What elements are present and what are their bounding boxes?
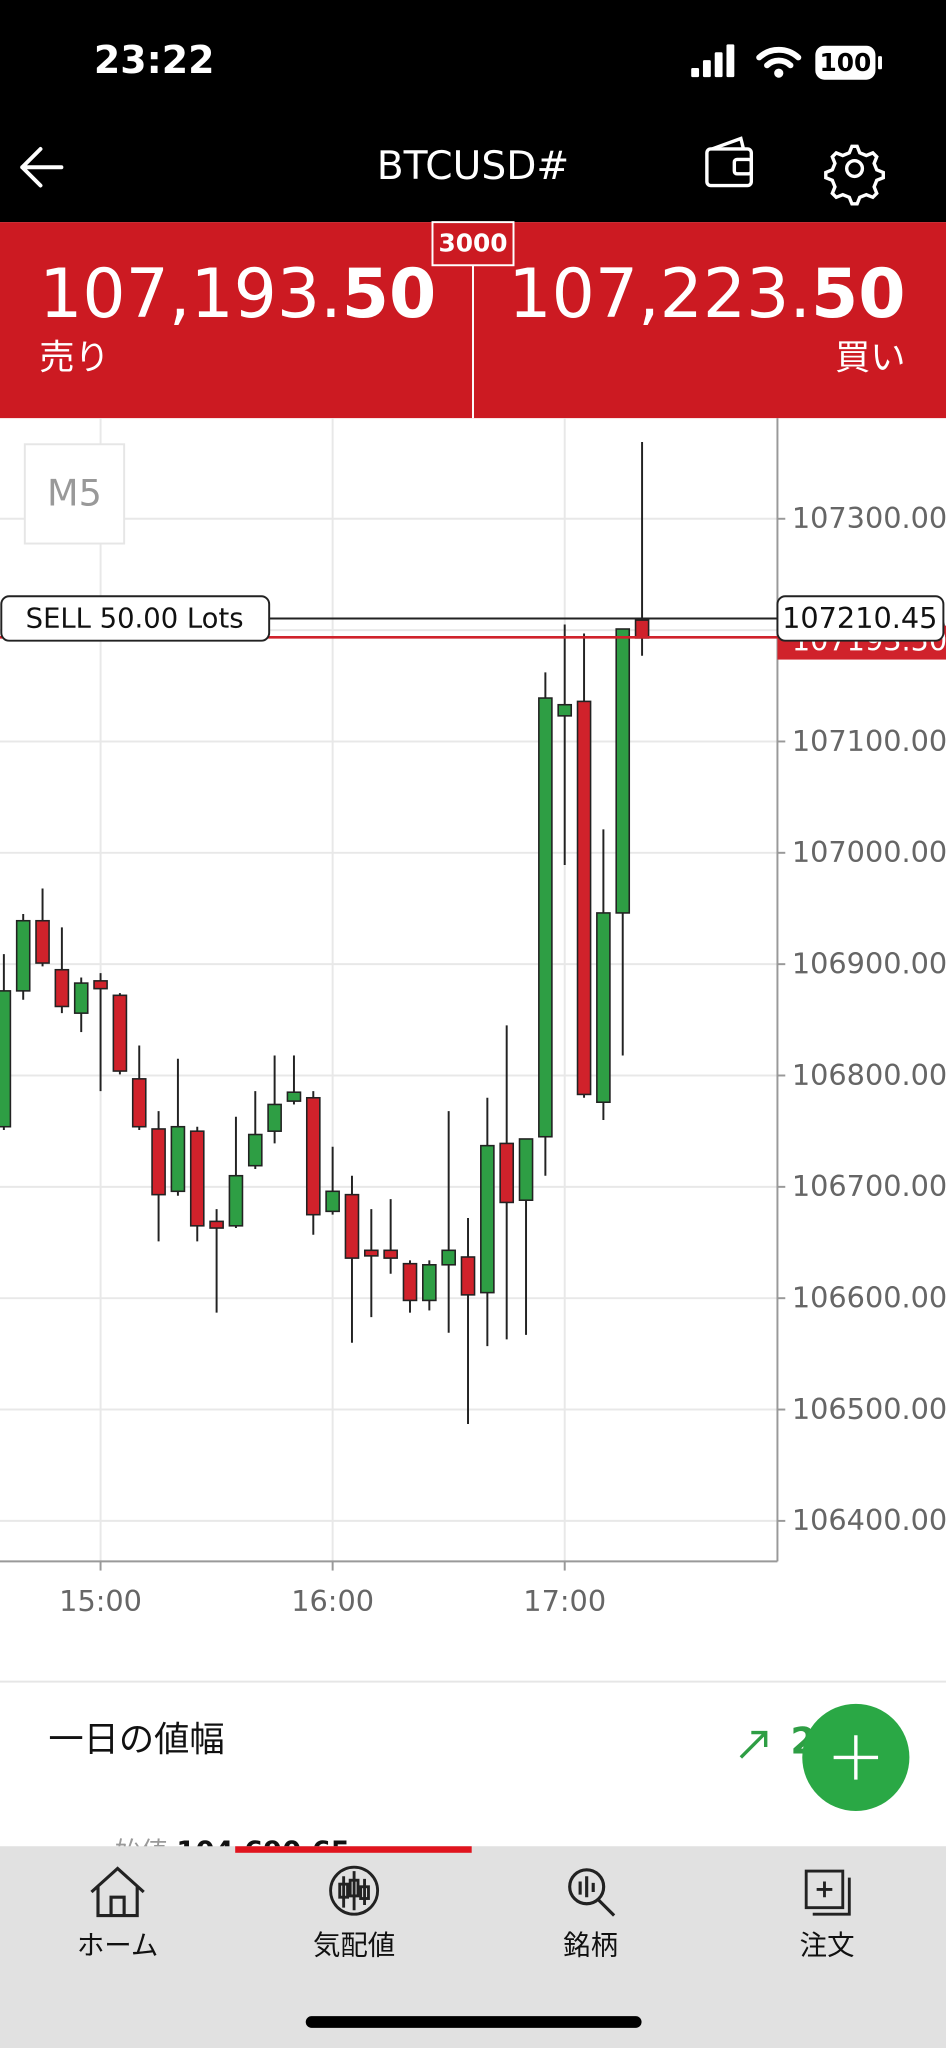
status-time: 23:22 <box>94 38 215 82</box>
candle-body <box>363 1249 379 1257</box>
candle-body <box>93 980 108 990</box>
ask-pips: 50 <box>811 254 906 333</box>
nav-bar <box>0 1846 946 2048</box>
candle-body <box>189 1130 205 1227</box>
candle-body <box>73 982 89 1014</box>
sell-line-price: 107210.45 <box>782 601 937 635</box>
wifi-icon <box>756 46 802 69</box>
y-tick-label: 107300.00 <box>792 501 946 535</box>
sell-line-tag: SELL 50.00 Lots <box>26 603 244 634</box>
nav-item[interactable]: ホーム <box>77 1930 158 1961</box>
candles <box>0 441 650 1425</box>
candle-body <box>344 1193 360 1259</box>
ask-main: 107,223. <box>508 254 811 333</box>
y-tick-label: 106600.00 <box>792 1280 946 1314</box>
nav-item[interactable]: 注文 <box>800 1930 855 1961</box>
y-tick-label: 107000.00 <box>792 835 946 869</box>
candle-body <box>557 703 573 717</box>
nav-order-icon <box>804 1869 851 1916</box>
y-tick-label: 106400.00 <box>792 1503 946 1537</box>
candle-body <box>422 1264 437 1302</box>
candle-body <box>518 1138 534 1201</box>
nav-quotes-icon <box>329 1865 380 1916</box>
candle-body <box>615 628 631 914</box>
y-tick-label: 106800.00 <box>792 1058 946 1092</box>
timeframe: M5 <box>47 472 102 515</box>
candle-body <box>634 619 650 639</box>
candle-body <box>267 1103 282 1132</box>
x-tick-label: 17:00 <box>523 1584 606 1618</box>
bid-main: 107,193. <box>39 254 342 333</box>
candle-body <box>441 1249 456 1266</box>
y-tick-label: 106700.00 <box>792 1169 946 1203</box>
candle-body <box>499 1142 515 1204</box>
candle-body <box>131 1078 147 1128</box>
wallet-button[interactable] <box>705 136 754 188</box>
wifi-dot <box>774 68 784 78</box>
battery-level: 100 <box>819 48 871 77</box>
candle-body <box>383 1249 398 1259</box>
candle-body <box>151 1128 166 1196</box>
bid-pips: 50 <box>342 254 437 333</box>
battery-icon <box>815 45 876 80</box>
y-tick-label: 106500.00 <box>792 1392 946 1426</box>
y-tick-label: 106900.00 <box>792 946 946 980</box>
daily-range-title: 一日の値幅 <box>48 1720 224 1761</box>
candle-body <box>325 1190 340 1213</box>
spread-box <box>431 221 515 267</box>
candle-body <box>54 968 70 1008</box>
candle-body <box>170 1125 186 1193</box>
candle-body <box>15 919 31 992</box>
candle-body <box>0 990 12 1128</box>
battery-tip <box>878 56 882 70</box>
back-button[interactable] <box>20 146 64 188</box>
candle-body <box>596 912 611 1104</box>
ask-label: 買い <box>835 337 906 378</box>
ask-price[interactable]: 107,223.50 <box>508 254 905 333</box>
spread: 3000 <box>438 228 507 257</box>
home-indicator <box>305 2016 642 2028</box>
candle-body <box>538 697 553 1138</box>
nav-home-icon <box>90 1866 145 1918</box>
candle-body <box>247 1133 263 1167</box>
candle-body <box>480 1144 495 1294</box>
range-arrow <box>739 1730 768 1759</box>
x-tick-label: 15:00 <box>59 1584 142 1618</box>
settings-button[interactable] <box>824 144 885 206</box>
signal-icon <box>691 44 735 78</box>
timeframe-button[interactable] <box>23 443 126 545</box>
nav-item[interactable]: 気配値 <box>313 1930 395 1961</box>
candle-body <box>460 1256 476 1296</box>
candle-body <box>576 700 592 1096</box>
candle-body <box>286 1091 302 1102</box>
header-title: BTCUSD# <box>377 144 569 189</box>
candle-body <box>35 919 50 964</box>
candle-body <box>305 1096 321 1216</box>
bid-label: 売り <box>39 337 110 378</box>
sell-line-tag-box[interactable] <box>0 595 271 642</box>
candle-body <box>112 994 128 1072</box>
y-tick-label: 107100.00 <box>792 724 946 758</box>
x-tick-label: 16:00 <box>291 1584 374 1618</box>
candle-body <box>209 1220 224 1229</box>
top-bar <box>0 0 946 223</box>
nav-indicator <box>235 1846 472 1853</box>
nav-item[interactable]: 銘柄 <box>563 1930 618 1961</box>
sell-line-price-box <box>776 595 945 642</box>
add-icon <box>833 1735 879 1780</box>
bid-price[interactable]: 107,193.50 <box>39 254 436 333</box>
nav-search-icon <box>568 1868 616 1917</box>
candle-body <box>402 1262 418 1302</box>
nav-labels: ホーム 気配値 銘柄 注文 <box>77 1930 855 1961</box>
candle-body <box>228 1174 244 1227</box>
